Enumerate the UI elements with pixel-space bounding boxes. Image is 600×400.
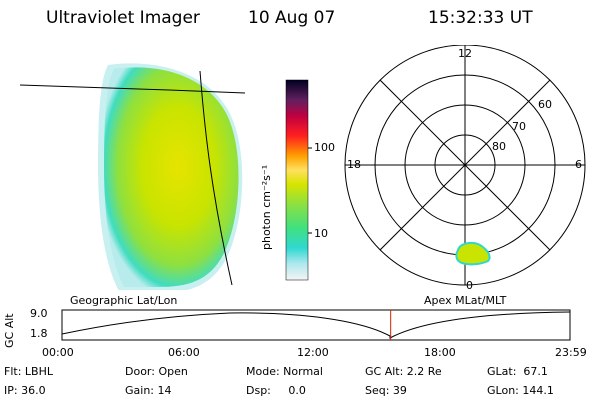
- orbit-xtick-1200: 12:00: [297, 346, 329, 359]
- info-mode: Mode: Normal: [246, 365, 323, 378]
- geographic-panel-label: Geographic Lat/Lon: [70, 294, 178, 307]
- info-gc-alt: GC Alt: 2.2 Re: [365, 365, 442, 378]
- mlt-line-diag2: [379, 79, 551, 251]
- info-filter: Flt: LBHL: [4, 365, 53, 378]
- info-glat: GLat: 67.1: [487, 365, 548, 378]
- lat-label-80: 80: [492, 140, 506, 153]
- orbit-xtick-1800: 18:00: [424, 346, 456, 359]
- orbit-ytick-bottom: 1.8: [30, 327, 48, 340]
- info-glon: GLon: 144.1: [487, 384, 554, 397]
- colorbar-gradient: [285, 79, 309, 281]
- colorbar-tick-label-100: 100: [314, 141, 335, 154]
- orbit-plot: [61, 309, 571, 341]
- polar-plot: [344, 45, 586, 286]
- orbit-xtick-0600: 06:00: [168, 346, 200, 359]
- apex-panel-label: Apex MLat/MLT: [424, 294, 507, 307]
- mlt-label-right: 6: [575, 158, 582, 171]
- info-door: Door: Open: [125, 365, 188, 378]
- info-gain: Gain: 14: [125, 384, 172, 397]
- orbit-xtick-2359: 23:59: [555, 346, 587, 359]
- lat-label-70: 70: [512, 120, 526, 133]
- info-dsp: Dsp: 0.0: [246, 384, 306, 397]
- longitude-line: [199, 70, 233, 286]
- mlt-label-top: 12: [458, 47, 472, 60]
- polar-aurora: [455, 241, 491, 266]
- mlt-label-bottom: 0: [466, 279, 473, 292]
- info-seq: Seq: 39: [365, 384, 407, 397]
- info-ip: IP: 36.0: [4, 384, 46, 397]
- colorbar: [285, 79, 312, 281]
- colorbar-tick-label-10: 10: [314, 227, 328, 240]
- orbit-altitude-curve: [61, 311, 571, 339]
- latitude-line: [19, 84, 246, 94]
- mlt-label-left: 18: [347, 158, 361, 171]
- orbit-xtick-0000: 00:00: [42, 346, 74, 359]
- instrument-title: Ultraviolet Imager: [46, 8, 200, 28]
- orbit-ylabel: GC Alt: [3, 313, 16, 348]
- colorbar-label: photon cm⁻²s⁻¹: [260, 164, 273, 250]
- orbit-ytick-top: 9.0: [30, 307, 48, 320]
- date-label: 10 Aug 07: [248, 8, 336, 28]
- orbit-plot-frame: [61, 309, 571, 341]
- time-label: 15:32:33 UT: [428, 8, 533, 28]
- geographic-image: [19, 63, 246, 290]
- lat-label-60: 60: [538, 98, 552, 111]
